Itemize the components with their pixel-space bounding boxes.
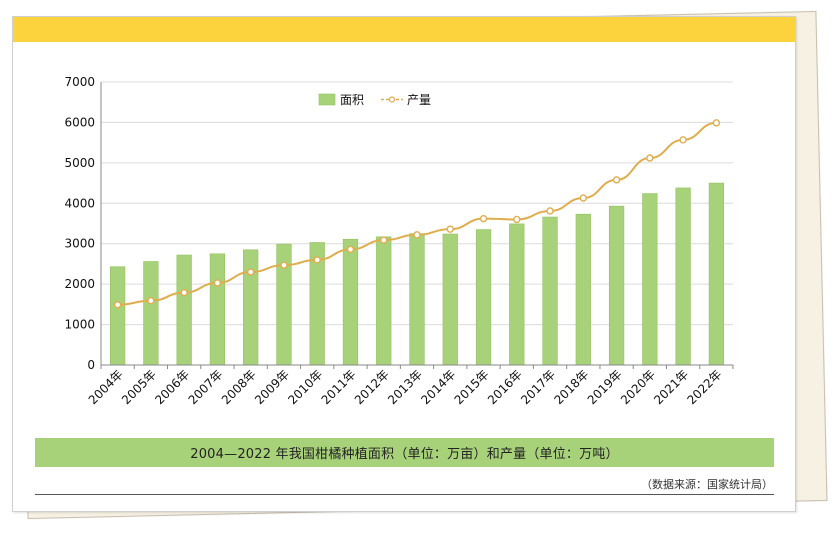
bar-area-2018年	[575, 213, 591, 366]
x-tick-label: 2014年	[418, 367, 458, 407]
output-point-2014年	[446, 225, 454, 233]
bottom-divider	[35, 494, 774, 495]
bar-area-2008年	[243, 249, 259, 366]
bar-area-2013年	[409, 233, 425, 366]
output-point-2019年	[612, 176, 621, 184]
output-point-2017年	[546, 207, 554, 215]
output-point-2013年	[413, 231, 421, 239]
bar-area-2006年	[176, 254, 192, 366]
bar-series-area	[110, 182, 724, 366]
bar-area-2007年	[209, 253, 226, 366]
bar-area-2011年	[342, 238, 359, 366]
x-tick-label: 2016年	[485, 367, 525, 407]
y-tick-label: 3000	[64, 237, 95, 251]
chart-caption: 2004—2022 年我国柑橘种植面积（单位：万亩）和产量（单位：万吨）	[35, 438, 774, 467]
y-tick-label: 2000	[64, 277, 95, 291]
output-point-2012年	[380, 236, 388, 244]
y-tick-label: 7000	[64, 75, 95, 89]
axes	[100, 82, 734, 369]
y-tick-label: 5000	[64, 156, 95, 170]
output-point-2006年	[180, 288, 188, 297]
output-point-2020年	[646, 154, 654, 162]
output-point-2004年	[113, 301, 122, 309]
output-point-2016年	[513, 215, 521, 224]
legend: 面积 产量	[318, 93, 431, 107]
bar-area-2005年	[143, 261, 159, 366]
x-tick-label: 2015年	[452, 367, 492, 407]
data-source-note: （数据来源：国家统计局）	[641, 478, 773, 491]
output-point-2011年	[346, 245, 355, 254]
x-tick-label: 2008年	[219, 367, 259, 407]
x-tick-label: 2012年	[352, 367, 392, 407]
legend-label-area: 面积	[340, 93, 364, 107]
output-point-2018年	[579, 194, 588, 202]
y-tick-label: 6000	[64, 115, 95, 129]
legend-swatch-output-marker	[388, 96, 396, 103]
x-tick-label: 2022年	[685, 367, 725, 407]
legend-swatch-area	[318, 93, 336, 106]
legend-label-output: 产量	[407, 93, 431, 107]
x-tick-label: 2006年	[152, 367, 192, 407]
x-tick-label: 2013年	[385, 367, 425, 407]
x-axis-tick-labels: 2004年2005年2006年2007年2008年2009年2010年2011年…	[86, 367, 725, 407]
x-tick-label: 2005年	[119, 367, 159, 407]
x-tick-label: 2010年	[285, 367, 325, 407]
bar-area-2012年	[376, 236, 392, 366]
x-tick-label: 2017年	[518, 367, 558, 407]
output-point-2022年	[712, 119, 721, 127]
bar-area-2016年	[509, 223, 525, 366]
output-point-2009年	[280, 261, 288, 269]
y-tick-label: 4000	[64, 196, 95, 210]
output-point-2008年	[246, 268, 255, 276]
line-series-output	[113, 119, 721, 309]
x-tick-label: 2018年	[551, 367, 591, 407]
output-point-2005年	[147, 297, 155, 305]
bar-area-2004年	[110, 266, 126, 366]
bar-area-2022年	[708, 182, 724, 366]
output-point-2021年	[679, 136, 687, 144]
bar-area-2017年	[542, 216, 558, 366]
chart-card: 0 1000 2000 3000 4000 5000 6000 7000 2004年 2005年…	[12, 16, 796, 512]
output-point-2010年	[313, 256, 321, 264]
output-point-2015年	[479, 214, 488, 223]
y-tick-label: 0	[87, 358, 95, 372]
top-color-band	[13, 17, 795, 42]
x-tick-label: 2011年	[319, 367, 359, 407]
chart-canvas: 0 1000 2000 3000 4000 5000 6000 7000 2004年2005年…	[64, 75, 734, 407]
bar-area-2019年	[608, 205, 625, 366]
x-tick-label: 2021年	[651, 367, 691, 407]
x-tick-label: 2019年	[585, 367, 625, 407]
x-tick-label: 2020年	[618, 367, 658, 407]
x-tick-label: 2009年	[252, 367, 292, 407]
y-axis-tick-labels: 0 1000 2000 3000 4000 5000 6000 7000	[64, 75, 95, 372]
x-tick-label: 2007年	[186, 367, 226, 407]
bar-area-2021年	[675, 187, 691, 366]
output-point-2007年	[213, 279, 222, 287]
bar-area-2014年	[442, 233, 458, 366]
bar-area-2015年	[475, 229, 492, 366]
bar-area-2020年	[642, 193, 658, 366]
y-tick-label: 1000	[64, 318, 95, 332]
x-tick-label: 2004年	[86, 367, 126, 407]
